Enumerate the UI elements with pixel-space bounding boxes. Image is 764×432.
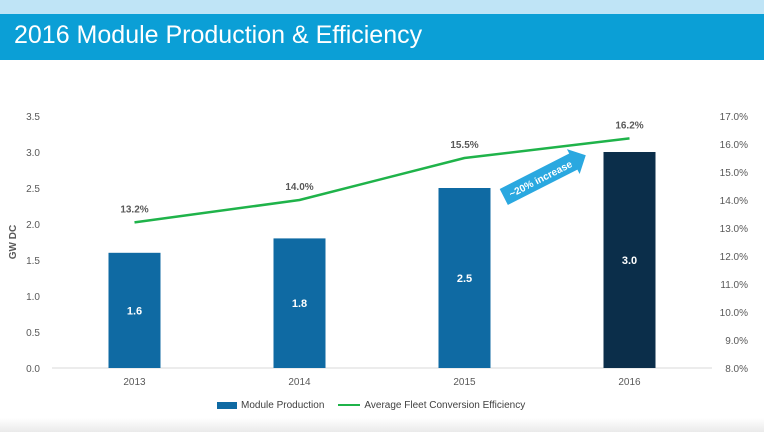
bar-2013 (108, 252, 161, 368)
y2-tick-label: 17.0% (720, 112, 748, 123)
bar-value-label: 2.5 (457, 273, 472, 285)
y-tick-label: 3.0 (26, 148, 40, 159)
efficiency-line (134, 137, 630, 224)
y2-tick-label: 14.0% (720, 196, 748, 207)
y2-tick-label: 10.0% (720, 308, 748, 319)
legend-bar-label: Module Production (241, 399, 325, 411)
y-tick-label: 0.0 (26, 364, 40, 375)
bar-value-label: 1.8 (292, 298, 307, 310)
legend-line-swatch (338, 404, 361, 406)
increase-annotation-text: ~20% increase (508, 159, 575, 200)
bar-2016 (603, 152, 656, 368)
efficiency-label: 16.2% (615, 120, 643, 131)
bar-2014 (273, 238, 326, 368)
y2-tick-label: 9.0% (725, 336, 748, 347)
y-tick-label: 2.5 (26, 184, 40, 195)
efficiency-label: 14.0% (285, 182, 313, 193)
legend-bar-swatch (217, 401, 237, 409)
y-tick-label: 1.5 (26, 256, 40, 267)
title-bar: 2016 Module Production & Efficiency (0, 14, 764, 60)
page-title: 2016 Module Production & Efficiency (14, 21, 423, 49)
efficiency-label: 15.5% (450, 140, 478, 151)
efficiency-label: 13.2% (120, 204, 148, 215)
chart-legend: Module Production Average Fleet Conversi… (217, 398, 525, 412)
y2-tick-label: 8.0% (725, 364, 748, 375)
y-tick-label: 1.0 (26, 292, 40, 303)
bar-2015 (438, 188, 491, 368)
y2-tick-label: 13.0% (720, 224, 748, 235)
x-tick-label: 2016 (618, 377, 641, 388)
top-strip (0, 0, 764, 14)
y2-tick-label: 15.0% (720, 168, 748, 179)
y-tick-label: 3.5 (26, 112, 40, 123)
legend-line-label: Average Fleet Conversion Efficiency (364, 399, 526, 411)
y-tick-label: 2.0 (26, 220, 40, 231)
increase-arrow-shape (499, 149, 586, 205)
y2-tick-label: 12.0% (720, 252, 748, 263)
x-tick-label: 2015 (453, 377, 476, 388)
x-tick-label: 2013 (123, 377, 146, 388)
bar-value-label: 1.6 (127, 305, 142, 317)
bar-value-label: 3.0 (622, 255, 637, 267)
y-tick-label: 0.5 (26, 328, 40, 339)
x-tick-label: 2014 (288, 377, 311, 388)
y2-tick-label: 16.0% (720, 140, 748, 151)
y2-tick-label: 11.0% (720, 280, 748, 291)
bottom-shadow (0, 418, 764, 432)
y-axis-label: GW DC (8, 225, 19, 259)
